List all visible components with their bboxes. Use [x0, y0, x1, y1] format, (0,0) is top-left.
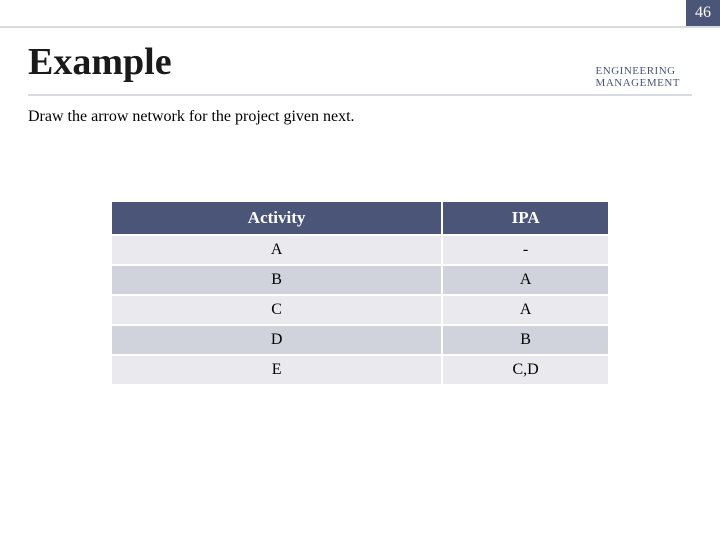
cell: A — [111, 235, 442, 265]
header-tag: ENGINEERING MANAGEMENT — [596, 65, 680, 89]
activity-table: Activity IPA A - B A C A D — [110, 200, 610, 386]
cell: A — [442, 265, 609, 295]
body-text: Draw the arrow network for the project g… — [28, 108, 355, 126]
title-row: Example ENGINEERING MANAGEMENT — [28, 40, 680, 89]
cell: C,D — [442, 355, 609, 385]
cell: B — [442, 325, 609, 355]
cell: E — [111, 355, 442, 385]
cell: - — [442, 235, 609, 265]
header-tag-line1: ENGINEERING — [596, 65, 680, 77]
page-number-badge: 46 — [686, 0, 720, 26]
cell: C — [111, 295, 442, 325]
cell: D — [111, 325, 442, 355]
slide: 46 Example ENGINEERING MANAGEMENT Draw t… — [0, 0, 720, 540]
table-row: D B — [111, 325, 609, 355]
activity-table-wrap: Activity IPA A - B A C A D — [110, 200, 610, 386]
header-tag-line2: MANAGEMENT — [596, 77, 680, 89]
col-header-ipa: IPA — [442, 201, 609, 235]
table-row: A - — [111, 235, 609, 265]
page-number: 46 — [695, 4, 711, 22]
top-divider — [0, 26, 720, 28]
table-row: E C,D — [111, 355, 609, 385]
table-header-row: Activity IPA — [111, 201, 609, 235]
table-row: B A — [111, 265, 609, 295]
table-row: C A — [111, 295, 609, 325]
slide-title: Example — [28, 40, 172, 84]
cell: B — [111, 265, 442, 295]
col-header-activity: Activity — [111, 201, 442, 235]
title-divider — [28, 94, 692, 96]
cell: A — [442, 295, 609, 325]
